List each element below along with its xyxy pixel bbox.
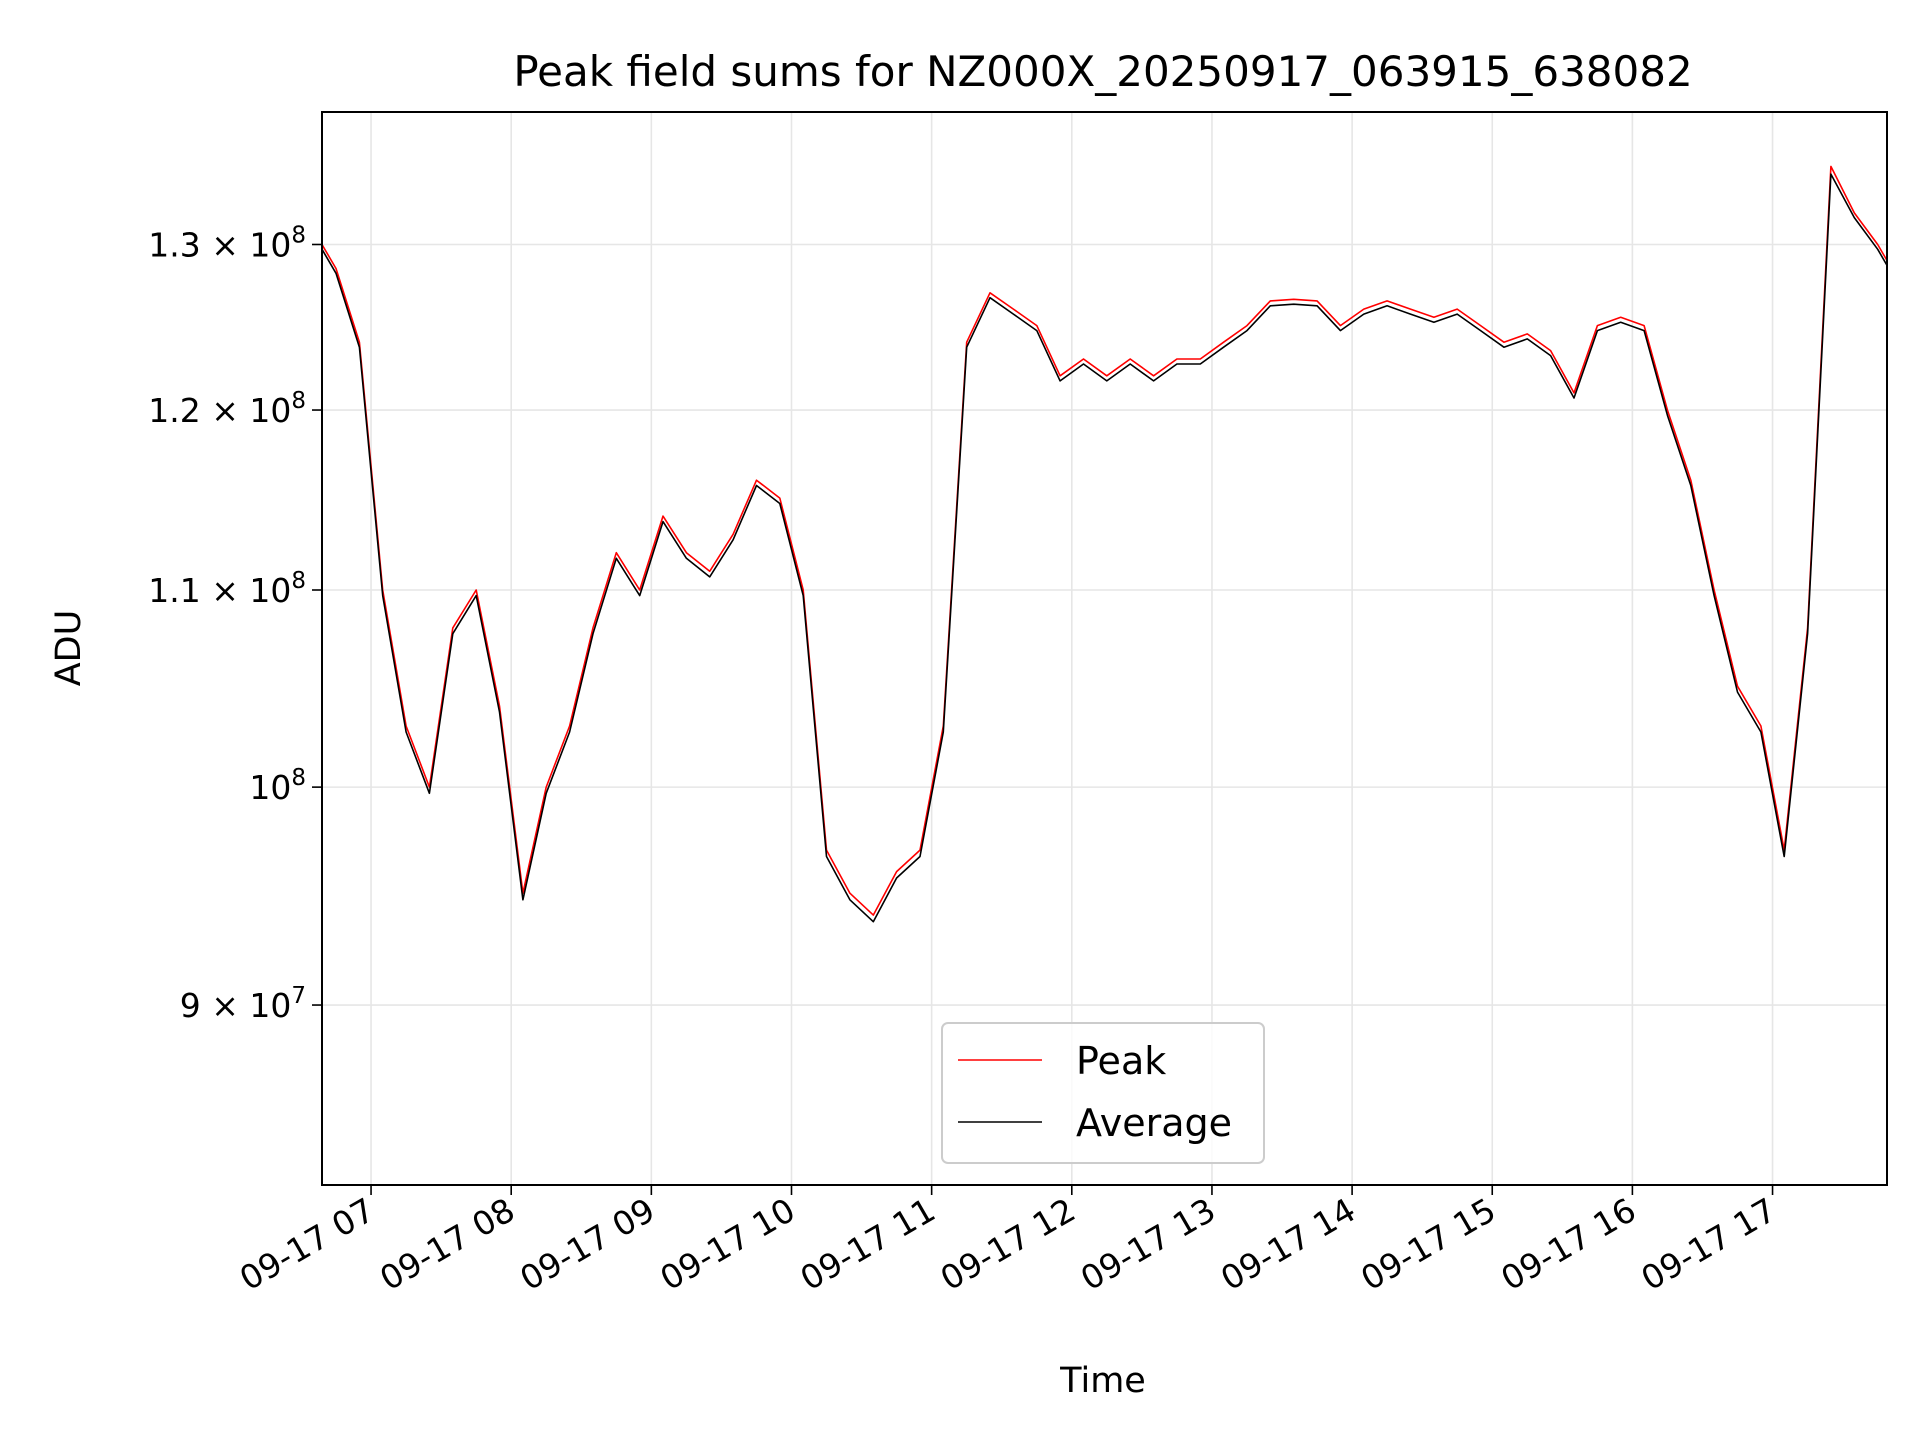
series-line-peak bbox=[322, 165, 1887, 916]
legend-label-peak: Peak bbox=[1076, 1039, 1166, 1083]
y-tick-label: 1.1 × 108 bbox=[148, 568, 306, 610]
grid bbox=[322, 112, 1887, 1185]
y-axis-title: ADU bbox=[49, 610, 89, 687]
y-tick-label: 9 × 107 bbox=[180, 983, 306, 1025]
legend-label-average: Average bbox=[1076, 1101, 1232, 1145]
series-line-average bbox=[322, 173, 1887, 923]
y-axis: 9 × 107 108 1.1 × 108 1.2 × 108 1.3 × 108 bbox=[148, 222, 322, 1025]
plot-frame bbox=[321, 111, 1888, 1186]
series-layer bbox=[322, 165, 1887, 923]
legend-box bbox=[941, 1022, 1265, 1164]
chart-title: Peak field sums for NZ000X_20250917_0639… bbox=[513, 47, 1692, 96]
y-tick-label: 108 bbox=[249, 765, 306, 807]
y-tick-label: 1.3 × 108 bbox=[148, 222, 306, 264]
x-axis-title: Time bbox=[1059, 1361, 1146, 1401]
y-tick-label: 1.2 × 108 bbox=[148, 388, 306, 430]
legend: Peak Average bbox=[941, 1022, 1265, 1164]
